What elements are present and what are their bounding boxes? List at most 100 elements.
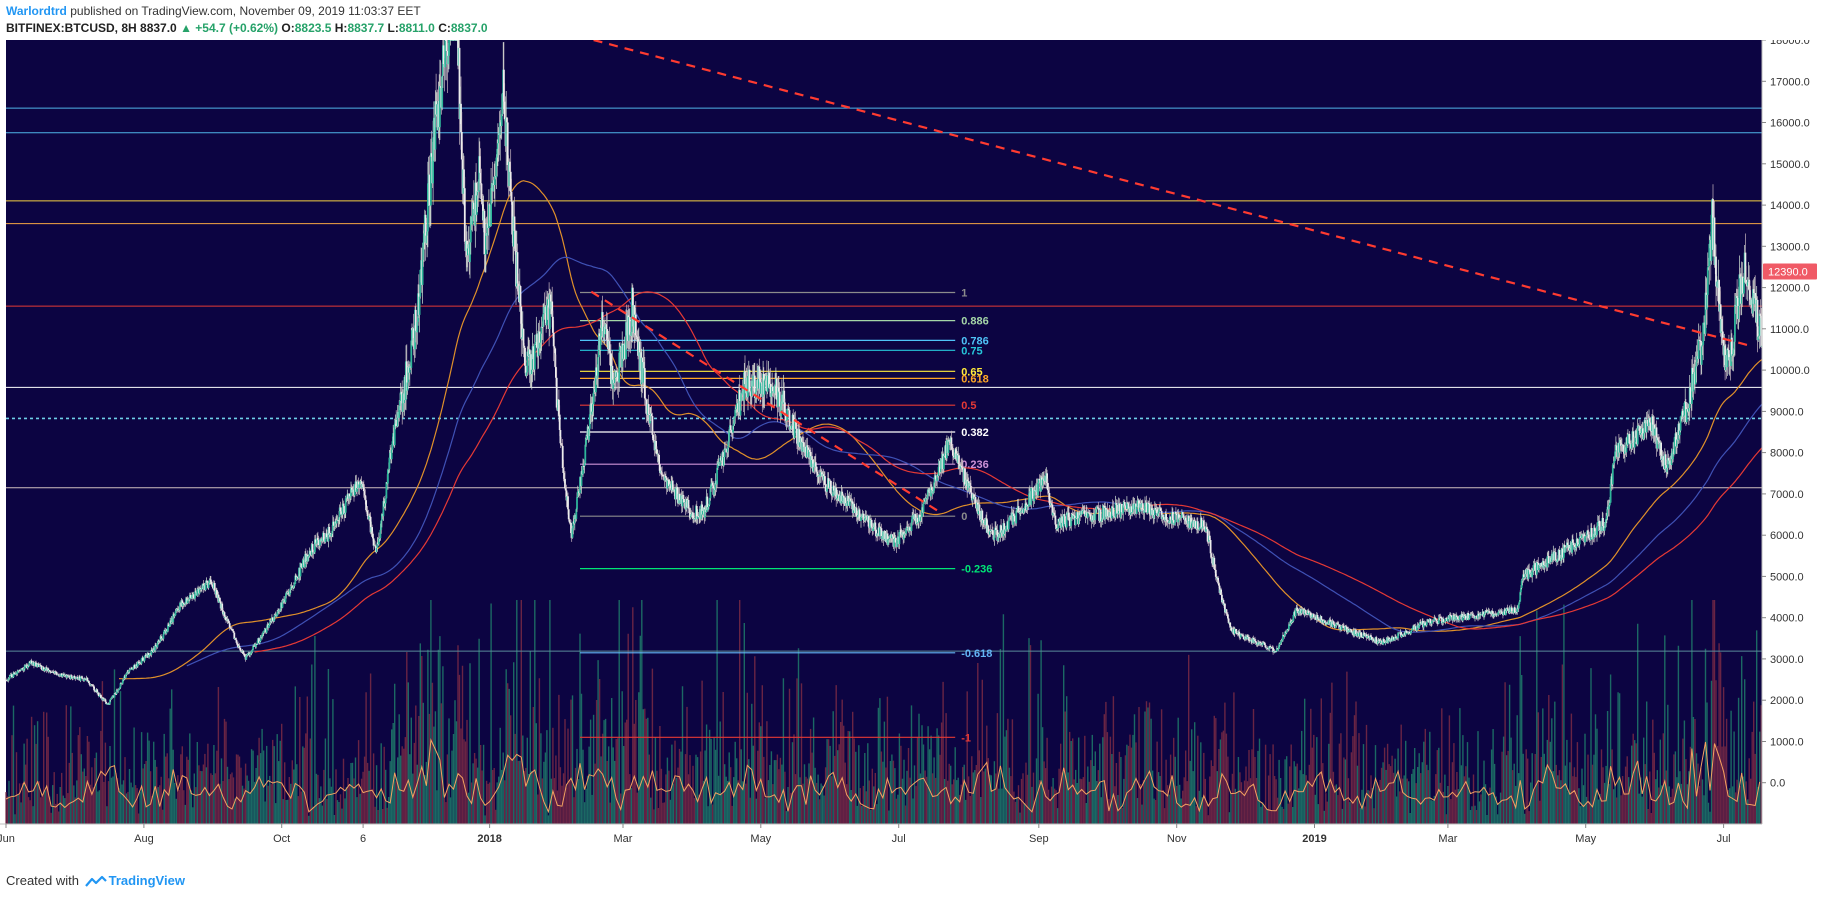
candle-body	[798, 429, 801, 447]
candle-body	[190, 597, 193, 599]
candle-body	[55, 671, 58, 675]
candle-body	[240, 650, 242, 652]
candle-body	[687, 499, 690, 509]
candle-body	[816, 471, 819, 477]
candle-body	[1277, 648, 1280, 650]
candle-body	[979, 519, 982, 521]
author-link[interactable]: Warlordtrd	[6, 4, 67, 18]
candle-body	[1366, 636, 1369, 638]
candle-body	[173, 615, 176, 617]
candle-body	[827, 478, 830, 488]
candle-body	[1340, 626, 1343, 630]
candle-body	[497, 143, 499, 149]
candle-body	[979, 510, 981, 521]
candle-body	[356, 488, 358, 492]
candle-body	[441, 75, 444, 108]
candle-body	[291, 586, 294, 588]
candle-body	[81, 676, 83, 679]
candle-body	[407, 367, 410, 383]
candle-body	[1383, 641, 1386, 644]
candle-body	[343, 505, 346, 515]
price-change: +54.7 (+0.62%)	[195, 21, 279, 35]
candle-body	[523, 345, 526, 348]
candle-body	[505, 117, 508, 147]
candle-body	[974, 496, 977, 504]
candle-body	[1227, 614, 1229, 619]
candle-body	[872, 527, 875, 529]
candle-body	[580, 471, 583, 486]
price-chart[interactable]: 10.8860.7860.750.650.6180.50.3820.2360-0…	[0, 40, 1828, 858]
candle-body	[1140, 504, 1143, 508]
candle-body	[582, 466, 584, 475]
candle-body	[344, 512, 346, 515]
candle-body	[282, 600, 285, 602]
candle-body	[240, 651, 243, 653]
candle-body	[804, 446, 807, 457]
candle-body	[519, 286, 522, 307]
candle-body	[784, 402, 786, 415]
candle-body	[348, 493, 351, 499]
candle-body	[326, 533, 328, 537]
candle-body	[1003, 523, 1006, 534]
candle-body	[1073, 515, 1076, 516]
candle-body	[932, 490, 935, 494]
close-value: 8837.0	[450, 21, 488, 35]
candle-body	[1385, 642, 1387, 643]
candle-body	[768, 372, 770, 388]
candle-body	[69, 675, 72, 679]
candle-body	[1276, 648, 1279, 650]
candle-body	[1008, 517, 1011, 521]
candle-body	[570, 522, 572, 534]
candle-body	[860, 516, 862, 521]
candle-body	[155, 645, 157, 646]
candle-body	[774, 384, 776, 387]
candle-body	[1259, 641, 1262, 644]
candle-body	[508, 161, 511, 187]
candle-body	[7, 678, 10, 681]
candle-body	[1101, 518, 1103, 521]
fib-level-label: 0	[961, 511, 967, 523]
candle-body	[238, 645, 241, 648]
candle-body	[554, 348, 557, 367]
candle-body	[1356, 632, 1359, 637]
candle-body	[279, 609, 282, 612]
candle-body	[338, 507, 341, 518]
candle-body	[524, 347, 526, 366]
candle-body	[763, 380, 766, 395]
candle-body	[773, 386, 776, 394]
candle-body	[1037, 478, 1040, 483]
candle-body	[225, 616, 227, 620]
candle-body	[478, 156, 481, 173]
fib-level-label: 0.382	[961, 427, 989, 439]
candle-body	[393, 423, 396, 446]
candle-body	[919, 517, 922, 521]
candle-body	[1111, 506, 1114, 508]
candle-body	[506, 122, 509, 165]
candle-body	[649, 415, 651, 424]
candle-body	[514, 231, 517, 252]
candle-body	[1117, 513, 1119, 515]
candle-body	[286, 592, 289, 594]
candle-body	[1284, 631, 1286, 637]
candle-body	[1327, 623, 1329, 625]
candle-body	[1108, 516, 1110, 518]
candle-body	[1406, 632, 1409, 634]
candle-body	[239, 647, 242, 651]
candle-body	[423, 233, 425, 243]
candle-body	[661, 474, 663, 476]
candle-body	[295, 576, 298, 580]
candle-body	[481, 199, 483, 205]
candle-body	[668, 480, 670, 487]
candle-body	[1279, 642, 1282, 645]
candle-body	[40, 665, 43, 670]
candle-body	[342, 503, 345, 506]
candle-body	[284, 596, 287, 603]
candle-body	[552, 332, 555, 347]
candle-body	[997, 536, 999, 541]
candle-body	[384, 498, 387, 504]
candle-body	[982, 520, 985, 524]
candle-body	[121, 679, 124, 684]
candle-body	[268, 625, 270, 628]
candle-body	[1382, 639, 1385, 642]
candle-body	[31, 663, 34, 665]
